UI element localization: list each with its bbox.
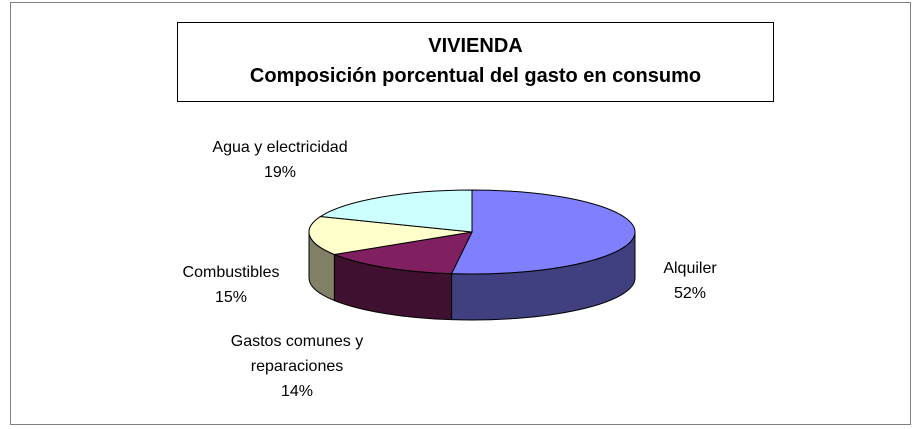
slice-label: Combustibles 15% bbox=[141, 260, 321, 310]
chart-subtitle: Composición porcentual del gasto en cons… bbox=[249, 65, 702, 87]
slice bbox=[450, 189, 636, 275]
slice bbox=[332, 231, 473, 275]
category-label: Agua y electricidad bbox=[212, 139, 348, 156]
category-label: Gastos comunes y reparaciones bbox=[230, 333, 364, 375]
value-label: 14% bbox=[280, 383, 314, 400]
slice-label: Gastos comunes y reparaciones 14% bbox=[207, 329, 387, 404]
chart-title: VIVIENDA bbox=[428, 35, 523, 57]
category-label: Combustibles bbox=[182, 264, 280, 281]
slice-label: Agua y electricidad 19% bbox=[180, 135, 380, 185]
value-label: 15% bbox=[214, 289, 248, 306]
value-label: 19% bbox=[263, 164, 297, 181]
slice bbox=[308, 216, 473, 256]
slice-label: Alquiler 52% bbox=[610, 256, 770, 306]
slice bbox=[318, 189, 473, 233]
category-label: Alquiler bbox=[663, 260, 717, 277]
value-label: 52% bbox=[673, 285, 707, 302]
title-box: VIVIENDA Composición porcentual del gast… bbox=[177, 22, 774, 102]
